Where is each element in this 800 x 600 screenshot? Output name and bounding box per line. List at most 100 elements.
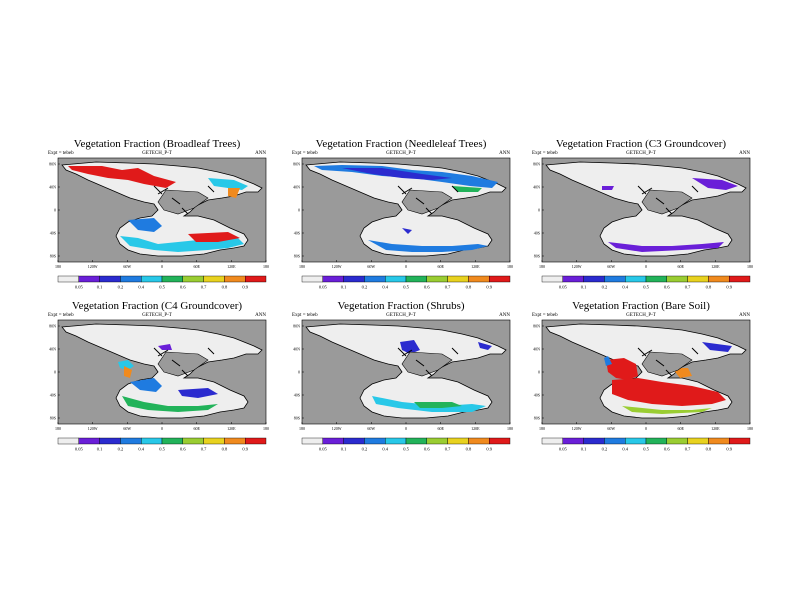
- colorbar-swatch: [405, 275, 427, 283]
- tethys-sea: [641, 351, 693, 377]
- colorbar: 0.05 0.1 0.2 0.4 0.5 0.6 0.7 0.8 0.9: [541, 437, 751, 452]
- colorbar-tick-label: 0.2: [362, 285, 368, 290]
- y-tick-label: 80S: [50, 416, 56, 421]
- colorbar-swatch: [161, 275, 183, 283]
- colorbar-swatch: [384, 275, 407, 283]
- vegetation-patch: [602, 186, 614, 190]
- vegetation-patch: [128, 218, 162, 232]
- island-coast: [415, 197, 425, 205]
- island-coast: [181, 369, 189, 377]
- experiment-label: Expt = tebeb: [532, 313, 558, 318]
- colorbar-tick-label: 0.7: [201, 447, 207, 452]
- vegetation-patch: [188, 232, 240, 242]
- island-coast: [691, 347, 699, 355]
- vegetation-patch: [208, 178, 248, 190]
- colorbar-tick-label: 0.2: [118, 285, 124, 290]
- vegetation-patch: [68, 166, 176, 188]
- season-label: ANN: [739, 313, 750, 318]
- vegetation-patch: [124, 366, 132, 378]
- colorbar-swatch: [468, 437, 490, 445]
- x-tick-label: 120W: [572, 426, 582, 431]
- colorbar-tick-label: 0.7: [685, 285, 691, 290]
- x-tick-label: 180: [55, 264, 61, 269]
- colorbar: 0.05 0.1 0.2 0.4 0.5 0.6 0.7 0.8 0.9: [301, 275, 511, 290]
- x-tick-label: 120E: [471, 426, 480, 431]
- colorbar-swatch: [182, 275, 204, 283]
- colorbar-swatch: [99, 437, 121, 445]
- vegetation-patch: [608, 242, 724, 252]
- colorbar-tick-label: 0.1: [341, 447, 347, 452]
- vegetation-patch: [158, 344, 172, 350]
- colorbar-tick-label: 0.5: [159, 285, 165, 290]
- colorbar-swatch: [405, 437, 427, 445]
- colorbar-swatch: [708, 275, 730, 283]
- vegetation-patch: [622, 406, 712, 414]
- colorbar-tick-label: 0.8: [466, 447, 472, 452]
- colorbar-swatch: [624, 437, 647, 445]
- colorbar-swatch: [468, 275, 490, 283]
- colorbar-tick-label: 0.6: [424, 447, 430, 452]
- x-tick-label: 120W: [88, 264, 98, 269]
- y-tick-label: 40S: [294, 393, 300, 398]
- colorbar-tick-label: 0.7: [201, 285, 207, 290]
- x-tick-label: 120E: [711, 426, 720, 431]
- x-tick-label: 60W: [367, 426, 375, 431]
- y-tick-label: 0: [54, 208, 56, 213]
- map-panel: Vegetation Fraction (Shrubs) Expt = tebeb…: [292, 300, 513, 470]
- y-tick-label: 40N: [533, 185, 540, 190]
- map-plot: 80N 40N 0 40S 80S 180 120W 60W 0 60E 120E 180: [293, 157, 513, 269]
- y-tick-label: 80S: [534, 416, 540, 421]
- colorbar-swatch: [541, 437, 563, 445]
- vegetation-patch: [122, 396, 218, 412]
- colorbar-swatch: [140, 275, 163, 283]
- colorbar-tick-label: 0.7: [445, 447, 451, 452]
- model-label: GETECH_P-T: [386, 151, 416, 156]
- colorbar-tick-label: 0.6: [180, 447, 186, 452]
- colorbar-tick-label: 0.8: [222, 285, 228, 290]
- vegetation-patch: [604, 356, 612, 366]
- colorbar-swatch: [78, 437, 100, 445]
- colorbar-swatch: [604, 437, 626, 445]
- colorbar: 0.05 0.1 0.2 0.4 0.5 0.6 0.7 0.8 0.9: [541, 275, 751, 290]
- colorbar-tick-label: 0.8: [466, 285, 472, 290]
- colorbar-tick-label: 0.2: [602, 285, 608, 290]
- island-coast: [401, 349, 413, 357]
- x-tick-label: 0: [405, 426, 407, 431]
- colorbar-swatch: [57, 275, 79, 283]
- vegetation-patch: [702, 342, 732, 352]
- y-tick-label: 80N: [49, 324, 56, 329]
- colorbar-swatch: [78, 275, 100, 283]
- colorbar-tick-label: 0.05: [559, 447, 568, 452]
- vegetation-patch: [606, 358, 638, 380]
- model-label: GETECH_P-T: [142, 313, 172, 318]
- colorbar-tick-label: 0.8: [706, 285, 712, 290]
- experiment-label: Expt = tebeb: [292, 313, 318, 318]
- colorbar-swatch: [161, 437, 183, 445]
- colorbar-swatch: [343, 275, 365, 283]
- colorbar-tick-label: 0.8: [706, 447, 712, 452]
- colorbar-tick-label: 0.4: [382, 285, 388, 290]
- vegetation-patch: [368, 240, 488, 252]
- experiment-label: Expt = tebeb: [48, 151, 74, 156]
- map-panel: Vegetation Fraction (Bare Soil) Expt = te…: [532, 300, 753, 470]
- colorbar-tick-label: 0.9: [726, 285, 732, 290]
- x-tick-label: 180: [747, 426, 753, 431]
- vegetation-patch: [452, 186, 482, 192]
- island-coast: [451, 185, 459, 193]
- colorbar-swatch: [99, 275, 121, 283]
- island-coast: [171, 359, 181, 367]
- pangaea-landmass: [305, 323, 507, 419]
- map-panel: Vegetation Fraction (Broadleaf Trees) Exp…: [48, 138, 269, 308]
- panel-title: Vegetation Fraction (Broadleaf Trees): [73, 138, 241, 150]
- experiment-label: Expt = tebeb: [48, 313, 74, 318]
- x-tick-label: 60W: [123, 426, 131, 431]
- colorbar-swatch: [140, 437, 163, 445]
- colorbar: 0.05 0.1 0.2 0.4 0.5 0.6 0.7 0.8 0.9: [301, 437, 511, 452]
- y-tick-label: 80N: [293, 324, 300, 329]
- colorbar-swatch: [604, 275, 626, 283]
- colorbar-swatch: [624, 275, 647, 283]
- island-coast: [641, 349, 653, 357]
- colorbar: 0.05 0.1 0.2 0.4 0.5 0.6 0.7 0.8 0.9: [57, 437, 267, 452]
- colorbar-tick-label: 0.5: [403, 447, 409, 452]
- island-coast: [415, 359, 425, 367]
